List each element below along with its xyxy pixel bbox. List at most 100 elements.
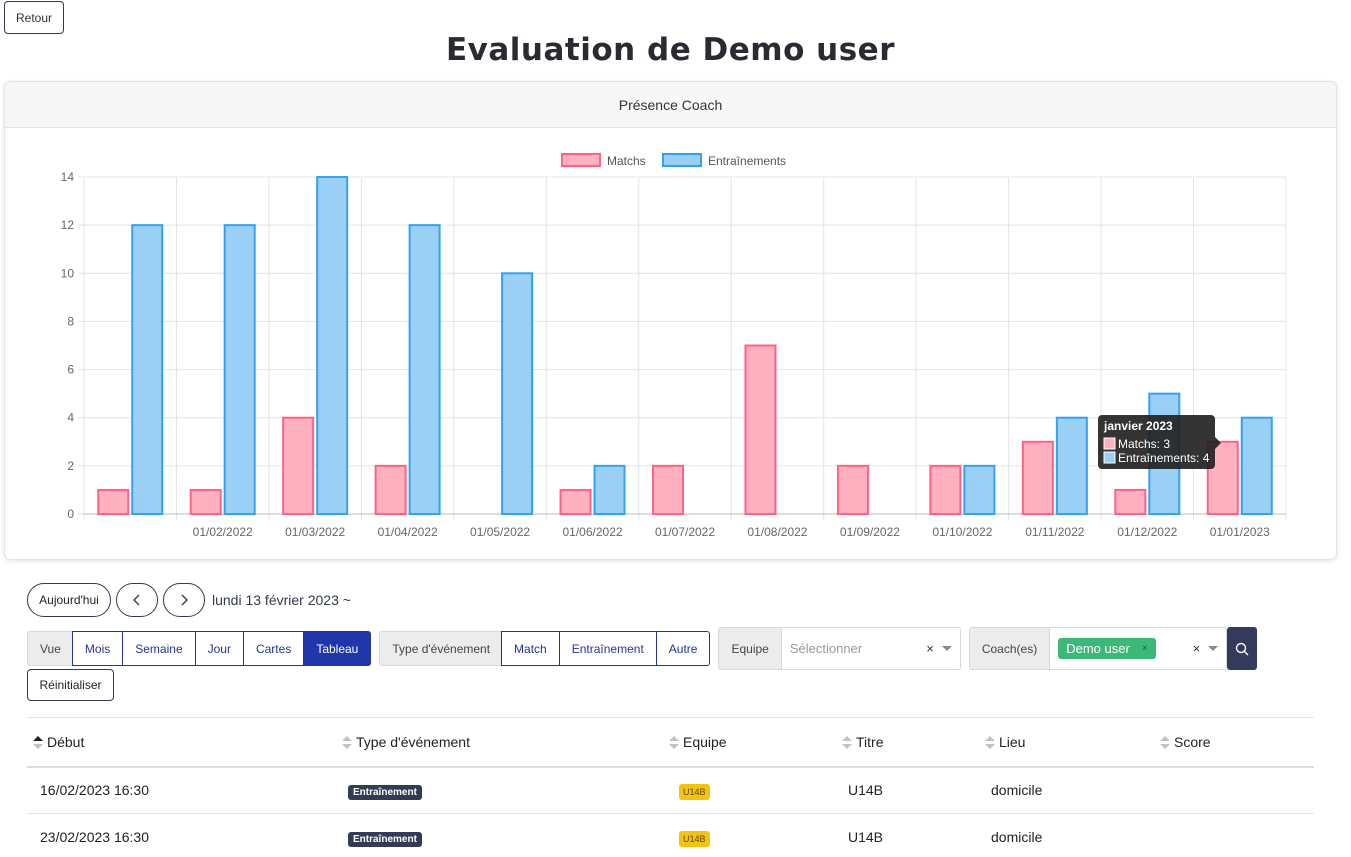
view-selector: Vue Mois Semaine Jour Cartes Tableau — [27, 631, 372, 666]
coach-tag: Demo user × — [1058, 638, 1156, 659]
y-tick-label: 0 — [67, 507, 74, 521]
x-tick-label: 01/06/2022 — [563, 525, 623, 539]
bar-matchs — [744, 344, 777, 515]
bar-entrainements — [131, 224, 164, 516]
column-header-team[interactable]: Equipe — [669, 717, 842, 768]
type-training-button[interactable]: Entraînement — [558, 631, 657, 666]
cell-title: U14B — [842, 813, 985, 857]
chevron-down-icon[interactable] — [1208, 646, 1219, 651]
chevron-right-icon — [181, 594, 188, 606]
bar-matchs — [836, 464, 869, 516]
team-badge: U14B — [679, 784, 710, 801]
previous-button[interactable] — [116, 583, 158, 617]
type-badge: Entraînement — [348, 832, 422, 847]
page-title: Evaluation de Demo user — [445, 32, 895, 68]
bar-entrainements — [593, 464, 626, 516]
bar-matchs — [189, 488, 222, 515]
attendance-bar-chart: 0 2 4 6 8 10 12 14 01/02/2022 01/03/2022 01/04/202… — [61, 153, 1287, 539]
type-badge: Entraînement — [348, 785, 422, 801]
cell-type: Entraînement — [342, 813, 669, 857]
y-tick-label: 12 — [61, 218, 75, 232]
cell-place: domicile — [985, 766, 1160, 814]
legend-label: Matchs — [607, 154, 646, 168]
bar-matchs — [97, 488, 130, 515]
events-table: Début Type d'événement Equipe Titre Lieu… — [27, 717, 1314, 857]
bar-matchs — [282, 416, 315, 516]
legend-swatch — [662, 153, 702, 167]
view-month-button[interactable]: Mois — [71, 631, 124, 666]
x-tick-label: 01/01/2023 — [1210, 525, 1270, 539]
view-label: Vue — [27, 631, 73, 666]
current-date-label: lundi 13 février 2023 ~ — [212, 592, 351, 608]
chevron-down-icon[interactable] — [941, 646, 952, 651]
cell-score — [1160, 813, 1314, 857]
tooltip-caret — [1215, 437, 1221, 449]
y-tick-label: 10 — [61, 266, 75, 280]
clear-icon[interactable]: × — [926, 641, 934, 656]
x-tick-label: 01/12/2022 — [1117, 525, 1177, 539]
reset-button[interactable]: Réinitialiser — [27, 669, 114, 701]
sort-icon — [342, 735, 352, 750]
view-day-button[interactable]: Jour — [194, 631, 244, 666]
column-header-start[interactable]: Début — [27, 717, 342, 768]
remove-tag-icon[interactable]: × — [1141, 643, 1148, 654]
sort-icon — [842, 735, 852, 750]
coach-select[interactable]: Demo user × × — [1049, 627, 1228, 670]
bar-entrainements — [316, 176, 349, 515]
table-row[interactable]: 16/02/2023 16:30 Entraînement U14B U14B … — [27, 766, 1314, 814]
team-label: Equipe — [718, 627, 781, 670]
x-tick-label: 01/04/2022 — [378, 525, 438, 539]
tooltip-title: janvier 2023 — [1103, 419, 1173, 433]
bar-matchs — [652, 464, 684, 516]
cell-place: domicile — [985, 813, 1160, 857]
coach-tag-label: Demo user — [1066, 641, 1130, 656]
bar-entrainements — [408, 224, 441, 516]
view-table-button[interactable]: Tableau — [303, 631, 372, 666]
back-button[interactable]: Retour — [4, 1, 64, 34]
column-header-title[interactable]: Titre — [842, 717, 985, 768]
cell-team: U14B — [669, 813, 842, 857]
filter-bar: Vue Mois Semaine Jour Cartes Tableau Typ… — [27, 627, 1258, 670]
view-cards-button[interactable]: Cartes — [242, 631, 305, 666]
x-tick-label: 01/11/2022 — [1025, 525, 1084, 539]
search-icon — [1236, 642, 1249, 655]
cell-start: 16/02/2023 16:30 — [27, 766, 342, 814]
column-header-place[interactable]: Lieu — [985, 717, 1160, 768]
column-header-type[interactable]: Type d'événement — [342, 717, 669, 768]
coach-label: Coach(es) — [968, 627, 1050, 670]
y-tick-label: 4 — [67, 411, 74, 425]
tooltip-swatch — [1103, 437, 1116, 450]
legend-swatch — [561, 153, 601, 167]
attendance-chart-card: Présence Coach 0 2 4 6 8 10 12 14 01/02/2022 01/0… — [4, 81, 1337, 560]
event-type-selector: Type d'événement Match Entraînement Autr… — [379, 631, 711, 666]
next-button[interactable] — [163, 583, 205, 617]
tooltip-line: Matchs: 3 — [1118, 437, 1170, 451]
type-match-button[interactable]: Match — [501, 631, 560, 666]
cell-type: Entraînement — [342, 766, 669, 814]
bar-matchs — [1021, 440, 1054, 515]
clear-icon[interactable]: × — [1192, 641, 1201, 656]
bar-matchs — [1114, 488, 1147, 515]
today-button[interactable]: Aujourd'hui — [27, 583, 111, 617]
event-type-label: Type d'événement — [379, 631, 503, 666]
cell-start: 23/02/2023 16:30 — [27, 813, 342, 857]
tooltip — [1098, 415, 1215, 469]
table-row[interactable]: 23/02/2023 16:30 Entraînement U14B U14B … — [27, 813, 1314, 857]
tooltip-line: Entraînements: 4 — [1118, 451, 1210, 465]
card-title: Présence Coach — [5, 82, 1336, 128]
y-tick-label: 8 — [67, 314, 74, 328]
x-tick-label: 01/10/2022 — [932, 525, 992, 539]
search-button[interactable] — [1227, 627, 1258, 670]
bar-entrainements — [963, 464, 996, 516]
bar-entrainements — [1055, 416, 1088, 516]
column-header-score[interactable]: Score — [1160, 717, 1314, 768]
bar-matchs — [374, 464, 407, 516]
y-tick-label: 14 — [61, 170, 75, 184]
team-select[interactable]: Sélectionner × — [780, 627, 961, 670]
view-week-button[interactable]: Semaine — [122, 631, 196, 666]
x-tick-label: 01/02/2022 — [193, 525, 253, 539]
cell-title: U14B — [842, 766, 985, 814]
sort-icon — [669, 735, 679, 750]
type-other-button[interactable]: Autre — [655, 631, 711, 666]
team-filter: Equipe Sélectionner × — [718, 627, 961, 670]
